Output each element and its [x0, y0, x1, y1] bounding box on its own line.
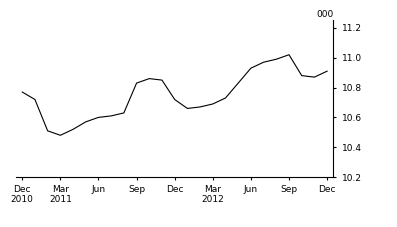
Text: 000: 000	[316, 10, 333, 19]
